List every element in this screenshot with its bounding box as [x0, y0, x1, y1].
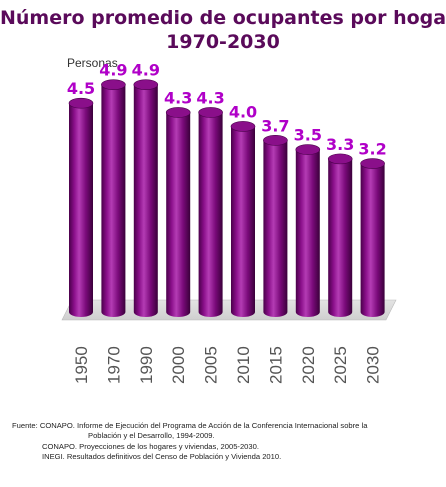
source-line-2: Población y el Desarrollo, 1994-2009. [88, 431, 215, 441]
y-axis-label: Personas [67, 56, 118, 70]
bar-chart: 4.54.9 4.94.3 4.34.03.7 3.5 3.3 3.2 1950 1970 1… [61, 61, 397, 384]
data-label-2005: 4.3 [196, 88, 224, 107]
data-label-1990: 4.9 [132, 61, 160, 80]
x-tick-label-2015: 2015 [266, 346, 285, 384]
x-tick-label-1970: 1970 [104, 346, 123, 384]
x-tick-label-2005: 2005 [202, 346, 221, 384]
data-label-2015: 3.7 [261, 116, 289, 135]
x-tick-label-1990: 1990 [137, 346, 156, 384]
data-label-1970: 4.9 [99, 61, 127, 80]
chart-title-line-2: 1970-2030 [166, 31, 280, 53]
data-label-2020: 3.5 [294, 126, 322, 145]
source-note: Fuente: CONAPO. Informe de Ejecución del… [12, 421, 437, 463]
x-tick-label-2025: 2025 [331, 346, 350, 384]
bar-2000 [165, 107, 191, 317]
data-label-2025: 3.3 [326, 135, 354, 154]
bar-2025 [327, 153, 353, 317]
bar-1990 [133, 79, 159, 317]
data-label-2030: 3.2 [358, 140, 386, 159]
chart-title-line-1: Número promedio de ocupantes por hogar, [0, 7, 446, 29]
source-line-4: INEGI. Resultados definitivos del Censo … [42, 452, 282, 462]
bar-1970 [101, 79, 126, 317]
bar-2010 [230, 121, 256, 318]
x-tick-label-2020: 2020 [299, 346, 318, 384]
bar-1950 [68, 97, 94, 317]
data-label-2000: 4.3 [164, 88, 192, 107]
data-label-2010: 4.0 [229, 102, 257, 121]
data-label-1950: 4.5 [67, 79, 95, 98]
x-tick-label-2000: 2000 [169, 346, 188, 384]
source-line-1: Fuente: CONAPO. Informe de Ejecución del… [12, 421, 368, 430]
bar-2005 [198, 107, 223, 317]
bar-2020 [295, 144, 321, 317]
x-tick-label-2010: 2010 [234, 346, 253, 384]
x-tick-label-2030: 2030 [364, 346, 383, 384]
bar-2030 [360, 158, 385, 317]
chart-title: Número promedio de ocupantes por hogar, … [0, 6, 446, 54]
bar-2015 [263, 135, 288, 317]
source-line-3: CONAPO. Proyecciones de los hogares y vi… [42, 441, 259, 451]
x-tick-label-1950: 1950 [72, 346, 91, 384]
